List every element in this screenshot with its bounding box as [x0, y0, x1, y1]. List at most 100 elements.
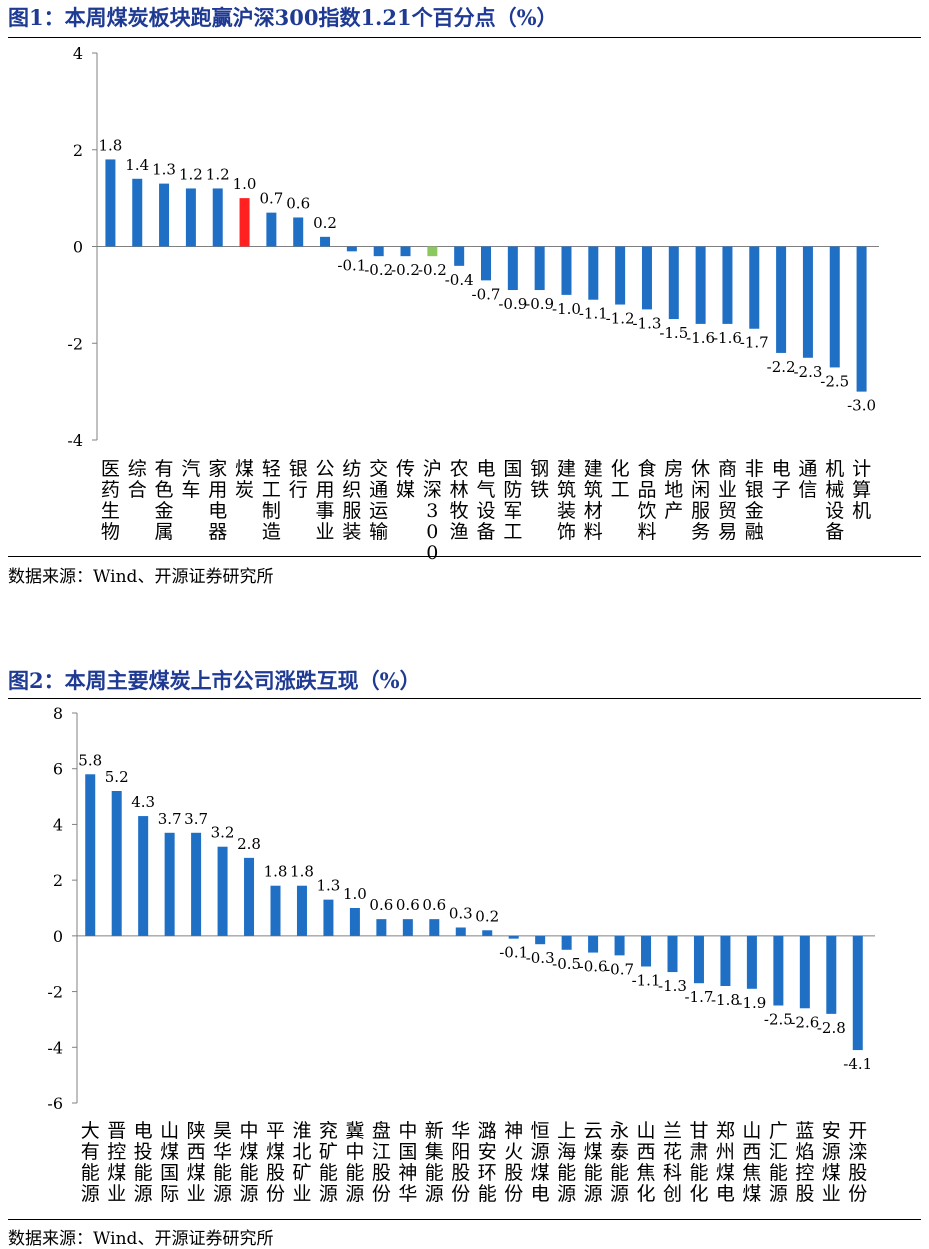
chart1-value-label: -1.3	[632, 314, 661, 332]
chart1-category-label: 煤炭	[235, 458, 254, 501]
chart1-value-label: -1.6	[686, 329, 715, 347]
chart1-category-label: 交通运输	[369, 458, 388, 543]
chart1-category-label: 非银金融	[745, 458, 764, 543]
chart2-value-label: 5.2	[105, 768, 129, 786]
chart2-bar	[799, 935, 810, 1009]
chart2-y-tick-label: 6	[53, 760, 63, 779]
chart2-category-label: 上海能源	[557, 1120, 576, 1205]
chart2-bar	[826, 935, 837, 1014]
chart2-category-label: 电投能源	[134, 1120, 153, 1205]
chart2-bar	[296, 885, 307, 936]
chart1-value-label: -2.5	[820, 372, 849, 390]
chart1-bar	[400, 246, 411, 257]
chart2-value-label: 0.6	[422, 896, 446, 914]
chart1-value-label: -0.9	[498, 295, 527, 313]
chart2-value-label: -0.1	[499, 944, 528, 962]
chart1-value-label: 1.2	[179, 165, 203, 183]
chart1-value-label: -1.5	[659, 324, 688, 342]
chart1-bar	[105, 159, 116, 247]
chart2-value-label: -0.3	[526, 949, 555, 967]
chart1-value-label: 1.4	[125, 156, 149, 174]
chart1-value-label: -0.2	[364, 261, 393, 279]
chart2-y-tick-label: -4	[47, 1038, 63, 1057]
chart2-bar	[111, 791, 122, 936]
chart2-bar	[138, 816, 149, 936]
chart1-category-label: 房地产	[664, 458, 683, 522]
chart2-value-label: 1.3	[317, 877, 341, 895]
chart2-value-label: -2.6	[790, 1013, 819, 1031]
chart1-value-label: -0.9	[525, 295, 554, 313]
chart1-value-label: -0.7	[472, 285, 501, 303]
chart2-bar	[773, 935, 784, 1006]
chart2-category-label: 兰花科创	[663, 1120, 682, 1205]
chart1-bar	[615, 246, 626, 305]
chart1-bar	[749, 246, 760, 329]
chart2-category-label: 盘江股份	[372, 1120, 391, 1205]
chart2-value-label: 0.6	[369, 896, 393, 914]
chart1-bar	[454, 246, 465, 266]
chart1-y-tick-label: -2	[67, 334, 83, 353]
chart1-category-label: 电子	[772, 458, 791, 501]
chart1-category-label: 汽车	[181, 458, 200, 501]
chart1-category-label: 计算机	[852, 458, 871, 522]
chart2-bar	[323, 899, 334, 936]
chart2-category-label: 蓝焰控股	[795, 1120, 814, 1205]
chart1-category-label: 建筑装饰	[557, 458, 576, 543]
chart2-category-label: 安源煤业	[822, 1120, 841, 1205]
chart1-bar	[427, 246, 438, 257]
chart1-bar	[132, 178, 143, 247]
chart2-value-label: 4.3	[131, 793, 155, 811]
chart2-y-tick-label: -6	[47, 1094, 63, 1113]
chart2-value-label: 2.8	[237, 835, 261, 853]
chart1-category-label: 有色金属	[155, 458, 174, 543]
chart1-category-label: 国防军工	[503, 458, 522, 543]
chart1-category-label: 沪深 3 0 0	[423, 458, 442, 564]
chart1-bar	[346, 246, 357, 252]
chart2-category-label: 广汇能源	[769, 1120, 788, 1205]
chart2-title-rule	[8, 698, 921, 699]
chart1-category-label: 商业贸易	[718, 458, 737, 543]
chart2-y-tick-label: 8	[53, 704, 63, 723]
chart1-category-label: 轻工制造	[262, 458, 281, 543]
chart2-bar	[588, 935, 599, 953]
chart1-category-label: 电气设备	[476, 458, 495, 543]
chart2-bar	[217, 846, 228, 936]
chart2-bar	[614, 935, 625, 956]
chart2-bar	[535, 935, 546, 945]
chart2-bar	[429, 919, 440, 936]
chart2-bar	[85, 774, 96, 936]
chart1-value-label: -1.1	[579, 305, 608, 323]
chart2-category-label: 中国神华	[398, 1120, 417, 1205]
chart1-value-label: 0.2	[313, 214, 337, 232]
chart2-value-label: 0.3	[449, 905, 473, 923]
chart2-bar	[349, 908, 360, 936]
chart1-value-label: 0.6	[286, 194, 310, 212]
chart2-value-label: 3.7	[184, 810, 208, 828]
chart1-bar	[802, 246, 813, 358]
chart1-bar	[212, 188, 223, 247]
chart1-bar	[159, 183, 170, 247]
chart2-category-label: 中煤能源	[240, 1120, 259, 1205]
chart1-bar	[776, 246, 787, 353]
chart2-value-label: 5.8	[78, 751, 102, 769]
chart2-title: 图2：本周主要煤炭上市公司涨跌互现（%）	[8, 668, 421, 693]
chart1-category-label: 钢铁	[530, 458, 549, 501]
chart2-category-label: 晋控煤业	[107, 1120, 126, 1205]
chart1-category-label: 家用电器	[208, 458, 227, 543]
chart2-category-label: 开滦股份	[848, 1120, 867, 1205]
chart2-value-label: -4.1	[843, 1055, 872, 1073]
chart2-category-label: 山西焦煤	[742, 1120, 761, 1205]
chart2-value-label: 1.8	[264, 863, 288, 881]
chart1-value-label: -0.1	[337, 256, 366, 274]
chart2-y-tick-label: 2	[53, 871, 63, 890]
chart1-title: 图1：本周煤炭板块跑赢沪深300指数1.21个百分点（%）	[8, 5, 558, 30]
chart1-bar	[481, 246, 491, 281]
chart1-value-label: -1.0	[552, 300, 581, 318]
chart2-value-label: -0.6	[579, 958, 608, 976]
chart1-value-label: 0.7	[259, 190, 283, 208]
chart2-category-label: 山煤国际	[160, 1120, 179, 1205]
chart2-bar	[746, 935, 757, 989]
chart1-bar	[320, 236, 331, 247]
chart1-plot: 4 2 0 -2 -4 1.8 医药生物 1.4 综合 1.3 有色金属 1.2 汽车 1.2 家用电器 1.…	[67, 44, 879, 564]
chart2-value-label: -1.3	[658, 977, 687, 995]
